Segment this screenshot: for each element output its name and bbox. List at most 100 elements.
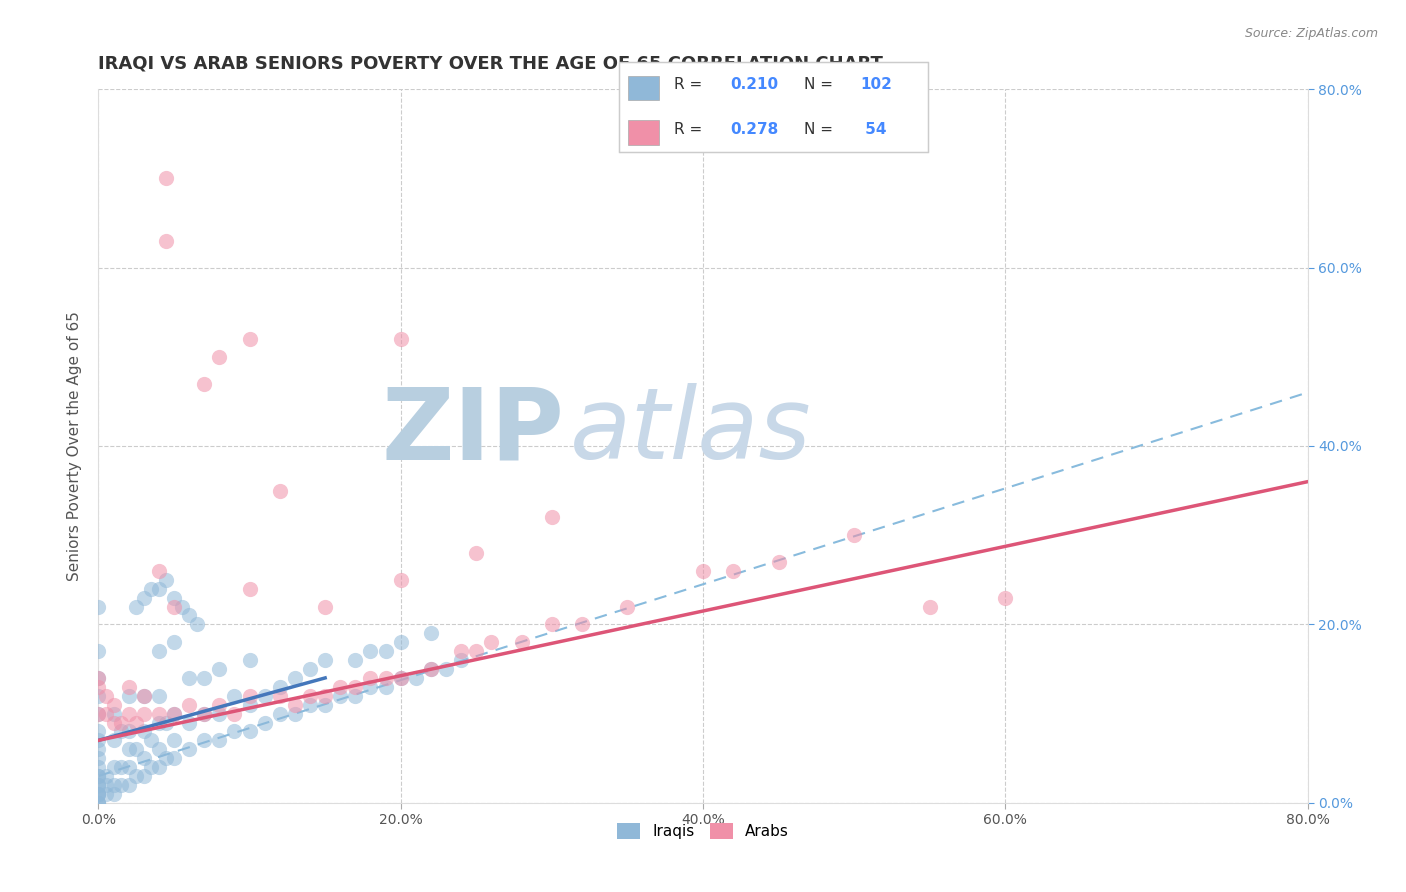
Point: [193, 706, 215, 721]
Point: [224, 689, 246, 703]
Point: [163, 599, 186, 614]
Point: [374, 671, 396, 685]
Text: N =: N =: [804, 122, 838, 136]
FancyBboxPatch shape: [628, 76, 659, 100]
Point: [179, 698, 201, 712]
Point: [94, 769, 117, 783]
Point: [103, 787, 125, 801]
Point: [329, 689, 352, 703]
Point: [132, 706, 155, 721]
Point: [844, 528, 866, 542]
Point: [118, 706, 141, 721]
Point: [389, 671, 412, 685]
Point: [314, 599, 336, 614]
Point: [148, 644, 170, 658]
Point: [87, 769, 110, 783]
Point: [118, 778, 141, 792]
Point: [148, 706, 170, 721]
Point: [239, 689, 262, 703]
Text: Source: ZipAtlas.com: Source: ZipAtlas.com: [1244, 27, 1378, 40]
Point: [299, 662, 322, 676]
Point: [125, 715, 148, 730]
Point: [87, 689, 110, 703]
Point: [344, 689, 367, 703]
Point: [208, 698, 231, 712]
Point: [918, 599, 941, 614]
Point: [103, 733, 125, 747]
Point: [103, 706, 125, 721]
Point: [450, 644, 472, 658]
Point: [193, 671, 215, 685]
Point: [269, 706, 291, 721]
FancyBboxPatch shape: [628, 120, 659, 145]
Point: [87, 706, 110, 721]
Point: [87, 724, 110, 739]
Point: [768, 555, 790, 569]
Point: [155, 234, 177, 248]
Point: [141, 760, 163, 774]
Point: [224, 724, 246, 739]
Point: [420, 662, 443, 676]
Point: [87, 671, 110, 685]
Point: [179, 608, 201, 623]
Point: [374, 644, 396, 658]
Point: [193, 733, 215, 747]
Point: [179, 715, 201, 730]
Point: [170, 599, 193, 614]
Point: [87, 787, 110, 801]
Point: [994, 591, 1017, 605]
Point: [269, 680, 291, 694]
Point: [179, 671, 201, 685]
Point: [87, 778, 110, 792]
Point: [87, 769, 110, 783]
Point: [118, 689, 141, 703]
Point: [103, 698, 125, 712]
Point: [118, 724, 141, 739]
Point: [224, 706, 246, 721]
Point: [94, 787, 117, 801]
Text: N =: N =: [804, 78, 838, 92]
Point: [299, 698, 322, 712]
Point: [94, 706, 117, 721]
Point: [269, 689, 291, 703]
Point: [148, 582, 170, 596]
Point: [284, 706, 307, 721]
Point: [87, 787, 110, 801]
Text: IRAQI VS ARAB SENIORS POVERTY OVER THE AGE OF 65 CORRELATION CHART: IRAQI VS ARAB SENIORS POVERTY OVER THE A…: [98, 54, 883, 72]
Point: [481, 635, 503, 649]
Point: [163, 751, 186, 765]
Point: [163, 706, 186, 721]
Point: [405, 671, 427, 685]
Point: [510, 635, 533, 649]
Point: [389, 635, 412, 649]
Point: [186, 617, 208, 632]
Point: [141, 733, 163, 747]
Point: [87, 706, 110, 721]
Point: [314, 653, 336, 667]
Point: [163, 706, 186, 721]
Point: [284, 698, 307, 712]
Point: [208, 350, 231, 364]
Point: [132, 769, 155, 783]
Point: [420, 626, 443, 640]
Point: [155, 573, 177, 587]
Point: [87, 671, 110, 685]
Point: [239, 332, 262, 346]
Point: [193, 706, 215, 721]
Legend: Iraqis, Arabs: Iraqis, Arabs: [612, 817, 794, 845]
Point: [208, 733, 231, 747]
Point: [360, 644, 382, 658]
Point: [389, 332, 412, 346]
Point: [110, 715, 132, 730]
Point: [87, 733, 110, 747]
Point: [118, 760, 141, 774]
Point: [163, 733, 186, 747]
Point: [103, 715, 125, 730]
Point: [269, 483, 291, 498]
Point: [344, 680, 367, 694]
Point: [239, 582, 262, 596]
Point: [179, 742, 201, 756]
Point: [155, 171, 177, 186]
Point: [299, 689, 322, 703]
Point: [148, 715, 170, 730]
